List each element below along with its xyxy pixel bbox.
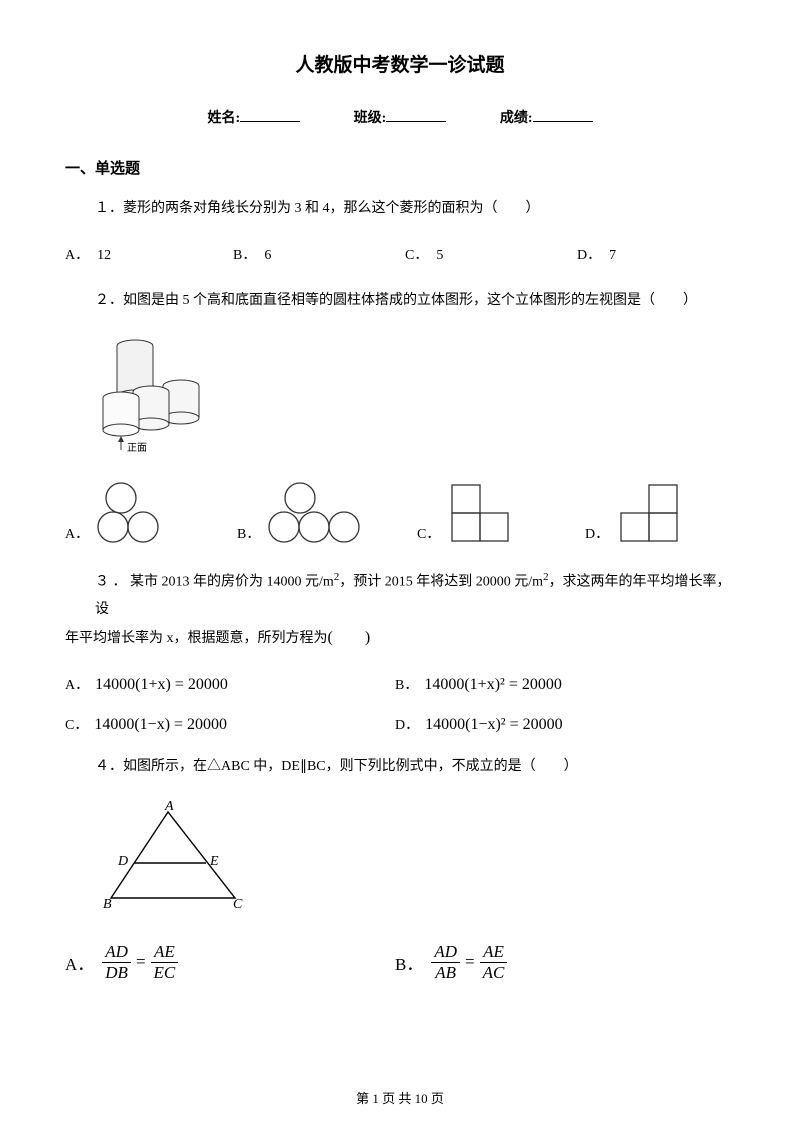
frac-den: AC	[480, 963, 508, 983]
opt-letter: C．	[405, 243, 428, 268]
fraction: ADDB	[102, 942, 131, 982]
q1-option-a: A． 12	[65, 243, 233, 268]
svg-text:正面: 正面	[127, 443, 147, 454]
svg-text:E: E	[209, 854, 219, 869]
q4-text: ４．如图所示，在△ABC 中，DE∥BC，则下列比例式中，不成立的是（ ）	[95, 759, 578, 774]
fraction: AEAC	[480, 942, 508, 982]
q1-option-c: C． 5	[405, 243, 577, 268]
svg-text:A: A	[164, 800, 174, 814]
frac-num: AD	[102, 942, 131, 963]
svg-text:B: B	[103, 897, 112, 912]
opt-letter: B．	[395, 674, 418, 696]
q3-text-1: ３ ． 某市 2013 年的房价为 14000 元	[95, 575, 319, 590]
opt-letter: B．	[233, 243, 256, 268]
q2-option-d: D．	[585, 481, 725, 545]
opt-letter: A．	[65, 243, 89, 268]
class-blank[interactable]	[386, 121, 446, 122]
section-header: 一、单选题	[65, 157, 735, 178]
q4-option-b: B． ADAB = AEAC	[395, 942, 715, 982]
q3-text-2: ，预计 2015 年将达到 20000 元	[339, 575, 528, 590]
q4-options-row1: A． ADDB = AEEC B． ADAB = AEAC	[65, 942, 735, 982]
page-footer: 第 1 页 共 10 页	[0, 1088, 800, 1107]
opt-letter: A．	[65, 950, 94, 975]
q1-option-d: D． 7	[577, 243, 727, 268]
info-line: 姓名: 班级: 成绩:	[65, 107, 735, 127]
eq-text: 14000(1+x) = 20000	[95, 676, 228, 696]
question-2: ２．如图是由 5 个高和底面直径相等的圆柱体搭成的立体图形，这个立体图形的左视图…	[65, 288, 735, 315]
page-title: 人教版中考数学一诊试题	[65, 50, 735, 77]
q3-option-c: C． 14000(1−x) = 20000	[65, 714, 395, 736]
opt-value: 12	[97, 243, 111, 268]
q2-option-c: C．	[417, 481, 585, 545]
opt-value: 6	[264, 243, 271, 268]
eq-text: 14000(1+x)² = 20000	[424, 676, 562, 696]
q3-text-4: 年平均增长率为 x，根据题意，所列方程为	[65, 631, 328, 646]
q2-text: ２．如图是由 5 个高和底面直径相等的圆柱体搭成的立体图形，这个立体图形的左视图…	[95, 293, 697, 308]
opt-letter: B．	[237, 523, 260, 545]
fraction: ADAB	[431, 942, 460, 982]
q3-unit1: /m	[319, 575, 334, 590]
q1-options: A． 12 B． 6 C． 5 D． 7	[65, 243, 735, 268]
question-1: １．菱形的两条对角线长分别为 3 和 4，那么这个菱形的面积为（ ）	[65, 196, 735, 223]
frac-den: AB	[432, 963, 459, 983]
q3-unit2: /m	[528, 575, 543, 590]
frac-den: EC	[151, 963, 179, 983]
option-d-icon	[615, 481, 693, 545]
name-blank[interactable]	[240, 121, 300, 122]
opt-letter: A．	[65, 523, 89, 545]
question-4: ４．如图所示，在△ABC 中，DE∥BC，则下列比例式中，不成立的是（ ）	[65, 754, 735, 781]
opt-letter: B．	[395, 950, 423, 975]
opt-letter: A．	[65, 674, 89, 696]
frac-num: AE	[151, 942, 178, 963]
svg-text:C: C	[233, 897, 243, 912]
q2-option-b: B．	[237, 481, 417, 545]
opt-letter: D．	[395, 714, 419, 736]
q4-option-a: A． ADDB = AEEC	[65, 942, 395, 982]
name-label: 姓名:	[207, 111, 240, 126]
svg-text:D: D	[117, 854, 128, 869]
frac-num: AE	[480, 942, 507, 963]
cylinders-icon: 正面	[93, 334, 223, 454]
q3-option-a: A． 14000(1+x) = 20000	[65, 674, 395, 696]
equals-sign: =	[136, 952, 146, 972]
q1-text: １．菱形的两条对角线长分别为 3 和 4，那么这个菱形的面积为（ ）	[95, 201, 540, 216]
opt-letter: C．	[65, 714, 88, 736]
q1-option-b: B． 6	[233, 243, 405, 268]
q3-options-row2: C． 14000(1−x) = 20000 D． 14000(1−x)² = 2…	[65, 714, 735, 736]
q3-option-d: D． 14000(1−x)² = 20000	[395, 714, 715, 736]
class-label: 班级:	[354, 111, 387, 126]
option-b-icon	[266, 481, 374, 545]
eq-text: 14000(1−x) = 20000	[94, 716, 227, 736]
opt-letter: D．	[585, 523, 609, 545]
triangle-icon: A D E B C	[93, 800, 253, 915]
eq-text: 14000(1−x)² = 20000	[425, 716, 563, 736]
score-label: 成绩:	[500, 111, 533, 126]
q2-figure: 正面	[93, 334, 735, 459]
q3-paren: ( )	[328, 629, 371, 646]
q3-options-row1: A． 14000(1+x) = 20000 B． 14000(1+x)² = 2…	[65, 674, 735, 696]
frac-den: DB	[102, 963, 131, 983]
equals-sign: =	[465, 952, 475, 972]
opt-letter: C．	[417, 523, 440, 545]
fraction: AEEC	[151, 942, 179, 982]
q2-option-a: A．	[65, 481, 237, 545]
opt-value: 7	[609, 243, 616, 268]
opt-value: 5	[436, 243, 443, 268]
question-3: ３ ． 某市 2013 年的房价为 14000 元/m2，预计 2015 年将达…	[65, 567, 735, 653]
score-blank[interactable]	[533, 121, 593, 122]
option-a-icon	[95, 481, 175, 545]
q4-figure: A D E B C	[93, 800, 735, 920]
frac-num: AD	[431, 942, 460, 963]
option-c-icon	[446, 481, 524, 545]
q3-option-b: B． 14000(1+x)² = 20000	[395, 674, 715, 696]
q2-options: A． B． C． D．	[65, 481, 735, 545]
opt-letter: D．	[577, 243, 601, 268]
